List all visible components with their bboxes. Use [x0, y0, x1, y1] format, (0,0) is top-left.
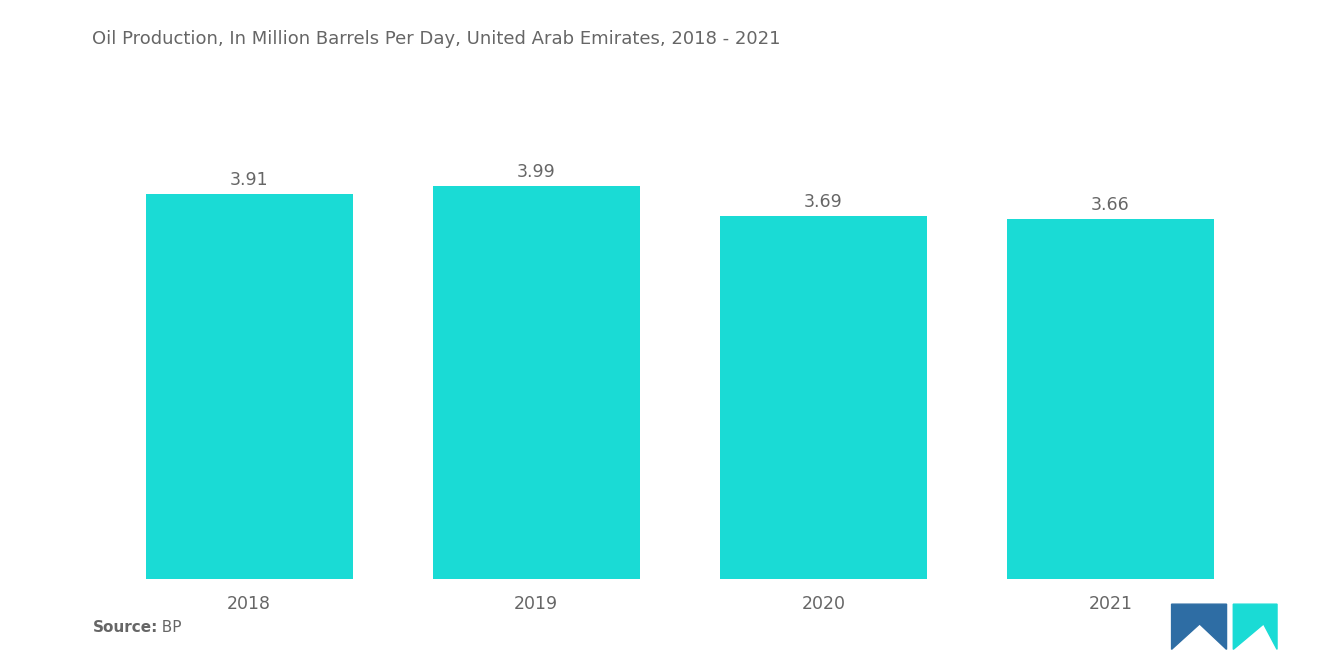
Text: 3.99: 3.99 — [517, 164, 556, 182]
Text: 3.91: 3.91 — [230, 172, 268, 190]
Bar — [719, 216, 927, 579]
Text: Source:: Source: — [92, 620, 158, 635]
Polygon shape — [1172, 604, 1226, 649]
Polygon shape — [1233, 604, 1276, 649]
Bar — [145, 194, 352, 579]
Bar — [433, 186, 640, 579]
Text: 3.66: 3.66 — [1092, 196, 1130, 214]
Text: 3.69: 3.69 — [804, 193, 842, 211]
Text: Oil Production, In Million Barrels Per Day, United Arab Emirates, 2018 - 2021: Oil Production, In Million Barrels Per D… — [92, 30, 781, 48]
Text: BP: BP — [152, 620, 181, 635]
Bar — [1007, 219, 1214, 579]
